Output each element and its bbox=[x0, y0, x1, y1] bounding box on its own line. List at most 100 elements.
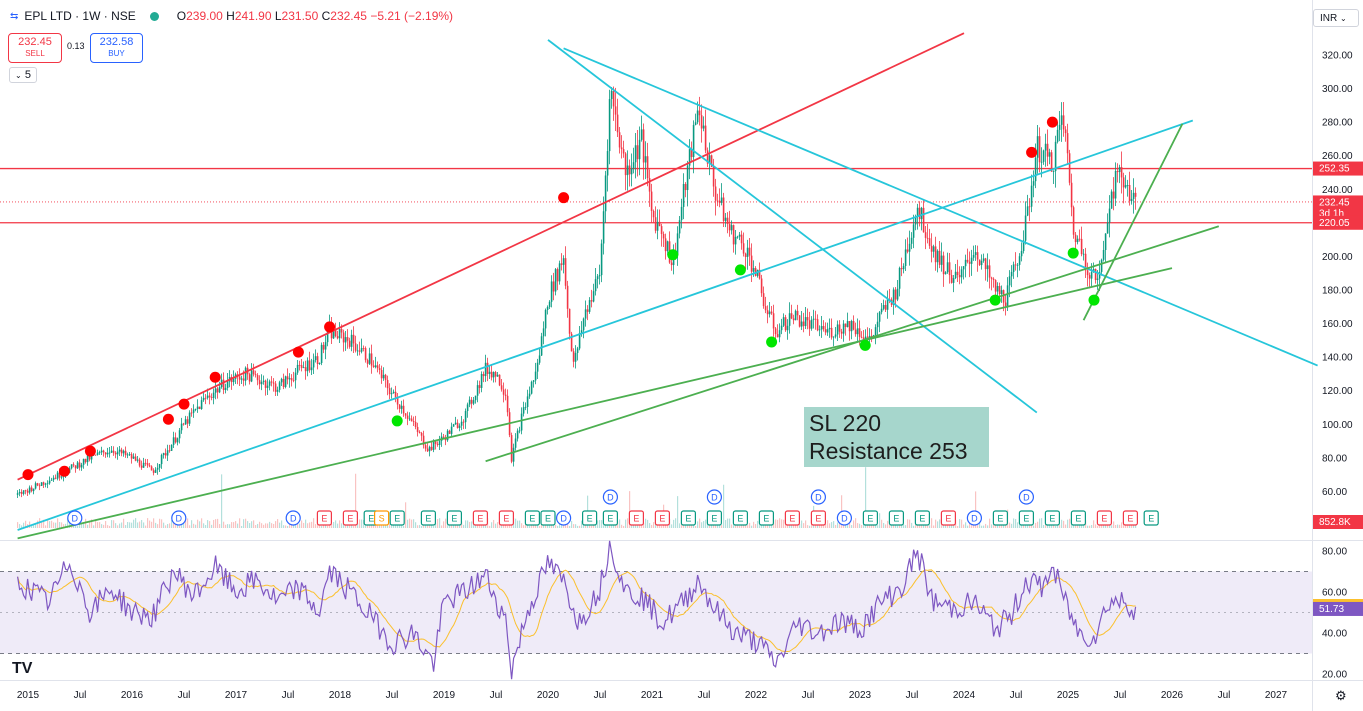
volume-bar bbox=[175, 524, 177, 528]
candle-body bbox=[372, 365, 375, 368]
volume-bar bbox=[687, 524, 689, 528]
volume-bar bbox=[647, 519, 649, 528]
candle-body bbox=[974, 252, 977, 255]
volume-bar bbox=[189, 525, 191, 528]
event-marker-label: E bbox=[945, 514, 951, 524]
volume-bar bbox=[889, 524, 891, 528]
candle-body bbox=[72, 464, 75, 466]
volume-bar bbox=[439, 518, 441, 528]
candle-body bbox=[836, 324, 839, 335]
candle-body bbox=[256, 375, 259, 381]
last-price-tag-text: 232.45 bbox=[1319, 197, 1350, 208]
candle-body bbox=[560, 263, 563, 265]
candle-body bbox=[660, 226, 663, 234]
volume-bar bbox=[643, 522, 645, 528]
candle-body bbox=[278, 382, 281, 390]
volume-bar bbox=[777, 519, 779, 528]
candle-body bbox=[624, 153, 627, 176]
volume-bar bbox=[759, 525, 761, 528]
volume-bar bbox=[131, 522, 133, 528]
candle-body bbox=[48, 480, 51, 484]
candle-body bbox=[858, 328, 861, 337]
annotation-line-2: Resistance 253 bbox=[809, 438, 968, 464]
volume-bar bbox=[275, 521, 277, 528]
event-marker-label: E bbox=[529, 514, 535, 524]
candle-body bbox=[424, 445, 427, 449]
candle-body bbox=[584, 309, 587, 319]
candle-body bbox=[762, 293, 765, 307]
volume-bar bbox=[259, 521, 261, 528]
candle-body bbox=[914, 216, 917, 225]
volume-bar bbox=[905, 525, 907, 528]
candle-body bbox=[826, 329, 829, 333]
volume-bar bbox=[285, 525, 287, 528]
candle-body bbox=[978, 259, 981, 266]
volume-bar bbox=[751, 525, 753, 528]
candle-body bbox=[190, 412, 193, 414]
dividend-marker bbox=[171, 510, 187, 526]
candle-body bbox=[628, 165, 631, 175]
trendline bbox=[17, 32, 965, 481]
volume-bar bbox=[721, 525, 723, 528]
volume-bar bbox=[19, 524, 21, 528]
gear-icon[interactable]: ⚙ bbox=[1335, 688, 1347, 703]
volume-bar bbox=[177, 524, 179, 528]
candle-body bbox=[412, 421, 415, 422]
event-marker-label: E bbox=[633, 514, 639, 524]
volume-bar bbox=[851, 525, 853, 528]
candle-body bbox=[214, 388, 217, 393]
annotation-note[interactable]: SL 220 Resistance 253 bbox=[804, 407, 989, 467]
volume-bar bbox=[337, 523, 339, 528]
event-marker-label: E bbox=[321, 514, 327, 524]
candle-body bbox=[782, 317, 785, 326]
candle-body bbox=[564, 258, 567, 286]
volume-bar bbox=[67, 518, 69, 528]
candle-body bbox=[498, 374, 501, 386]
candle-body bbox=[332, 328, 335, 339]
volume-bar bbox=[1113, 521, 1115, 528]
candle-body bbox=[636, 145, 639, 160]
candle-body bbox=[654, 217, 657, 231]
earnings-marker bbox=[524, 510, 541, 526]
candle-body bbox=[136, 459, 139, 461]
volume-bar bbox=[203, 523, 205, 528]
tradingview-logo[interactable]: TV bbox=[12, 660, 33, 677]
candle-body bbox=[334, 328, 337, 337]
candle-body bbox=[868, 335, 871, 338]
currency-selector[interactable]: INR ⌄ bbox=[1313, 9, 1359, 27]
candle-body bbox=[366, 360, 369, 364]
candle-body bbox=[698, 110, 701, 116]
candle-body bbox=[488, 371, 491, 374]
volume-bar bbox=[409, 518, 411, 528]
indicators-toggle[interactable]: ⌄ 5 bbox=[9, 67, 37, 83]
dividend-marker bbox=[836, 510, 853, 526]
volume-bar bbox=[987, 525, 989, 528]
candle-body bbox=[272, 382, 275, 384]
volume-bar bbox=[201, 518, 203, 528]
symbol-title[interactable]: EPL LTD · 1W · NSE bbox=[24, 9, 136, 23]
volume-bar bbox=[705, 519, 707, 528]
event-marker-label: E bbox=[607, 514, 613, 524]
candle-body bbox=[1034, 157, 1037, 182]
earnings-marker bbox=[706, 510, 723, 526]
candle-body bbox=[850, 321, 853, 332]
candle-body bbox=[546, 307, 549, 310]
candle-body bbox=[1012, 264, 1015, 272]
sell-label: SELL bbox=[25, 49, 45, 58]
candle-body bbox=[188, 412, 191, 424]
time-tick-label: 2019 bbox=[433, 690, 456, 701]
candle-body bbox=[894, 289, 897, 300]
volume-bar bbox=[473, 523, 475, 528]
candle-body bbox=[80, 464, 83, 468]
candle-body bbox=[42, 482, 45, 485]
volume-bar bbox=[133, 519, 135, 528]
buy-button[interactable]: 232.58 BUY bbox=[90, 33, 143, 63]
volume-bar bbox=[79, 522, 81, 528]
sell-button[interactable]: 232.45 SELL bbox=[8, 33, 62, 63]
volume-bar bbox=[985, 523, 987, 528]
candle-body bbox=[718, 200, 721, 203]
candle-body bbox=[302, 367, 305, 369]
candle-body bbox=[870, 335, 873, 337]
volume-bar bbox=[43, 519, 45, 528]
